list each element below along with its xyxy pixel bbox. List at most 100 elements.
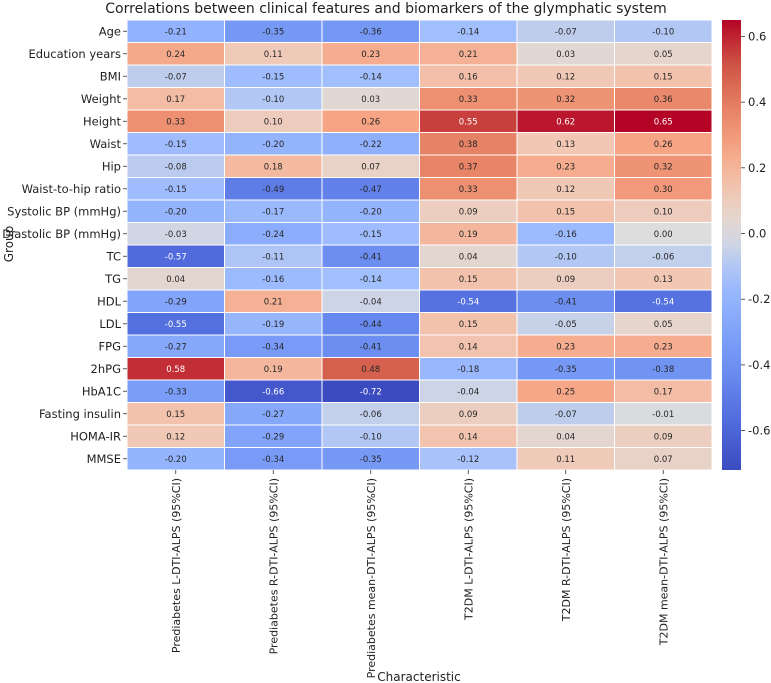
cell-value-label: -0.41: [360, 342, 382, 352]
row-label: Diastolic BP (mmHg): [2, 227, 121, 241]
cell-value-label: -0.15: [165, 185, 187, 195]
cell-value-label: -0.36: [360, 27, 382, 37]
row-label: Waist-to-hip ratio: [22, 182, 121, 196]
cell-value-label: -0.16: [262, 275, 284, 285]
cell-value-label: 0.23: [556, 162, 575, 172]
cell-value-label: 0.10: [654, 207, 673, 217]
row-label: Education years: [28, 47, 121, 61]
cell-value-label: 0.09: [654, 432, 673, 442]
cell-value-label: 0.14: [459, 342, 478, 352]
colorbar-tick-label: -0.6: [748, 424, 770, 438]
y-axis-label: Group: [2, 226, 16, 263]
cell-value-label: -0.10: [652, 27, 674, 37]
cell-value-label: -0.10: [360, 432, 382, 442]
cell-value-label: -0.20: [262, 140, 284, 150]
row-label: Waist: [90, 137, 122, 151]
cell-value-label: 0.36: [654, 95, 673, 105]
row-label: BMI: [100, 69, 121, 83]
cell-value-label: 0.19: [264, 365, 283, 375]
cell-value-label: -0.38: [652, 365, 674, 375]
cell-value-label: 0.21: [459, 50, 478, 60]
cell-value-label: 0.21: [264, 297, 283, 307]
row-label: TG: [104, 272, 121, 286]
cell-value-label: -0.35: [555, 365, 577, 375]
column-label: T2DM R-DTI-ALPS (95%CI): [560, 478, 573, 622]
cell-value-label: 0.11: [264, 50, 283, 60]
cell-value-label: 0.13: [556, 140, 575, 150]
cell-value-label: -0.04: [360, 297, 382, 307]
cell-value-label: 0.03: [361, 95, 380, 105]
colorbar-tick-label: 0.0: [748, 227, 766, 241]
cell-value-label: -0.27: [165, 342, 187, 352]
colorbar-tick-label: 0.6: [748, 29, 766, 43]
cell-value-label: 0.00: [654, 230, 673, 240]
cell-value-label: -0.07: [165, 72, 187, 82]
row-label: Systolic BP (mmHg): [7, 204, 121, 218]
cell-value-label: -0.24: [262, 230, 284, 240]
cell-value-label: 0.16: [459, 72, 478, 82]
cell-value-label: -0.44: [360, 320, 382, 330]
cell-value-label: -0.35: [262, 27, 284, 37]
cell-value-label: -0.14: [457, 27, 479, 37]
column-label: T2DM mean-DTI-ALPS (95%CI): [657, 478, 670, 646]
cell-value-label: -0.20: [165, 455, 187, 465]
cell-value-label: -0.21: [165, 27, 187, 37]
cell-value-label: 0.23: [361, 50, 380, 60]
cell-value-label: -0.41: [360, 252, 382, 262]
cell-value-label: 0.32: [556, 95, 575, 105]
cell-value-label: 0.09: [459, 207, 478, 217]
cell-value-label: 0.05: [654, 320, 673, 330]
cell-value-label: 0.09: [459, 410, 478, 420]
cell-value-label: 0.15: [166, 410, 185, 420]
cell-value-label: -0.12: [457, 455, 479, 465]
row-label: HDL: [97, 294, 122, 308]
column-label: T2DM L-DTI-ALPS (95%CI): [462, 478, 475, 621]
cell-value-label: 0.23: [654, 342, 673, 352]
cell-value-label: -0.08: [165, 162, 187, 172]
cell-value-label: -0.15: [360, 230, 382, 240]
cell-value-label: -0.14: [360, 72, 382, 82]
cell-value-label: 0.13: [654, 275, 673, 285]
cell-value-label: 0.07: [361, 162, 380, 172]
cell-value-label: -0.20: [165, 207, 187, 217]
cell-value-label: 0.17: [654, 387, 673, 397]
column-label: Prediabetes mean-DTI-ALPS (95%CI): [365, 478, 378, 678]
cell-value-label: -0.34: [262, 455, 284, 465]
column-label: Prediabetes L-DTI-ALPS (95%CI): [170, 478, 183, 653]
cell-value-label: -0.22: [360, 140, 382, 150]
cell-value-label: -0.18: [457, 365, 479, 375]
cell-value-label: 0.03: [556, 50, 575, 60]
cell-value-label: 0.15: [459, 320, 478, 330]
cell-value-label: -0.17: [262, 207, 284, 217]
cell-value-label: -0.19: [262, 320, 284, 330]
cell-value-label: 0.18: [264, 162, 283, 172]
row-label: Hip: [102, 159, 121, 173]
cell-value-label: -0.07: [555, 410, 577, 420]
column-label: Prediabetes R-DTI-ALPS (95%CI): [267, 478, 280, 654]
cell-value-label: -0.57: [165, 252, 187, 262]
cell-value-label: -0.35: [360, 455, 382, 465]
cell-value-label: -0.55: [165, 320, 187, 330]
cell-value-label: -0.16: [555, 230, 577, 240]
row-label: HbA1C: [82, 384, 121, 398]
cell-value-label: 0.15: [556, 207, 575, 217]
cell-value-label: -0.06: [652, 252, 674, 262]
row-label: LDL: [99, 317, 121, 331]
cell-value-label: -0.15: [165, 140, 187, 150]
cell-value-label: -0.34: [262, 342, 284, 352]
cell-value-label: 0.04: [556, 432, 575, 442]
cell-value-label: -0.20: [360, 207, 382, 217]
cell-value-label: -0.29: [165, 297, 187, 307]
cell-value-label: 0.55: [459, 117, 478, 127]
cell-value-label: 0.05: [654, 50, 673, 60]
row-label: Height: [83, 114, 122, 128]
cell-value-label: -0.03: [165, 230, 187, 240]
cell-value-label: -0.14: [360, 275, 382, 285]
column-labels: Prediabetes L-DTI-ALPS (95%CI) Prediabete…: [170, 470, 670, 678]
heatmap-cells: -0.21 -0.35 -0.36 -0.14 -0.07 -0.10 0.24 0.11 0.…: [126, 19, 713, 471]
cell-value-label: 0.15: [654, 72, 673, 82]
cell-value-label: 0.32: [654, 162, 673, 172]
cell-value-label: 0.30: [654, 185, 673, 195]
cell-value-label: 0.48: [361, 365, 380, 375]
